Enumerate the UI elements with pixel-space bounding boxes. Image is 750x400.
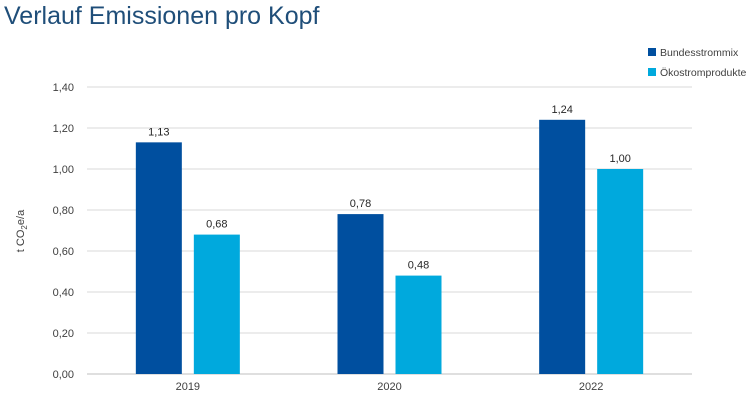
x-tick-label: 2020: [377, 381, 401, 393]
bars: [135, 119, 644, 374]
gridlines: [87, 86, 692, 375]
bar-ökostromprodukte-2019: [193, 234, 240, 374]
y-axis-ticks: 0,00 0,20 0,40 0,60 0,80 1,00 1,20 1,40: [53, 82, 74, 381]
x-axis-ticks: 2019 2020 2022: [176, 381, 604, 393]
x-tick-label: 2022: [579, 381, 603, 393]
legend-swatch: [648, 48, 656, 56]
y-tick-label: 0,40: [53, 287, 74, 299]
page-title: Verlauf Emissionen pro Kopf: [4, 2, 320, 30]
y-tick-label: 0,00: [53, 369, 74, 381]
data-label: 1,13: [148, 126, 169, 138]
data-label: 0,78: [350, 198, 371, 210]
y-axis-label: t CO2e/a: [15, 209, 29, 252]
data-label: 0,68: [206, 219, 227, 231]
bar-bundesstrommix-2019: [135, 142, 182, 374]
legend-label: Bundesstrommix: [660, 47, 739, 59]
data-labels: 1,13 0,68 0,78 0,48 1,24 1,00: [148, 104, 631, 272]
bar-ökostromprodukte-2020: [395, 275, 442, 374]
bar-bundesstrommix-2020: [337, 214, 384, 374]
legend-label: Ökostromprodukte: [660, 67, 747, 79]
legend-item-0[interactable]: Bundesstrommix: [648, 47, 739, 59]
y-tick-label: 0,80: [53, 205, 74, 217]
legend-swatch: [648, 68, 656, 76]
y-tick-label: 1,20: [53, 123, 74, 135]
y-tick-label: 1,40: [53, 82, 74, 94]
data-label: 1,00: [609, 153, 630, 165]
bar-bundesstrommix-2022: [539, 119, 586, 374]
y-tick-label: 0,20: [53, 328, 74, 340]
data-label: 0,48: [408, 260, 429, 272]
data-label: 1,24: [551, 104, 572, 116]
legend[interactable]: Bundesstrommix Ökostromprodukte: [648, 47, 747, 79]
x-tick-label: 2019: [176, 381, 200, 393]
y-tick-label: 1,00: [53, 164, 74, 176]
y-tick-label: 0,60: [53, 246, 74, 258]
legend-item-1[interactable]: Ökostromprodukte: [648, 67, 747, 79]
bar-ökostromprodukte-2022: [597, 169, 644, 374]
